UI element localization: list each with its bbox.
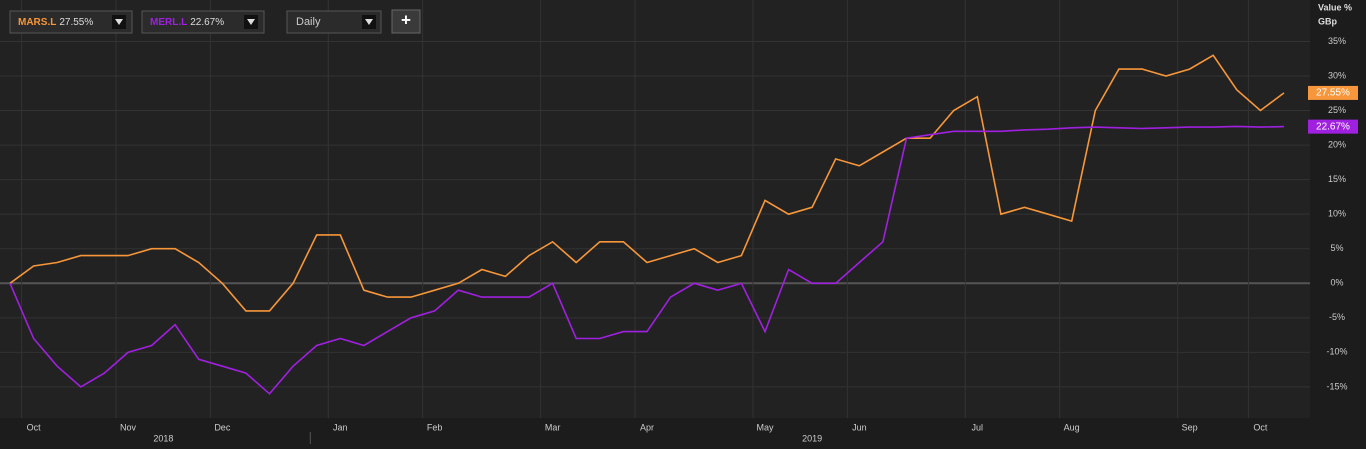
end-label-box: [1308, 119, 1358, 134]
legend-value: 22.67%: [190, 17, 224, 28]
x-tick-label: Dec: [214, 422, 231, 432]
add-button[interactable]: [391, 9, 421, 34]
end-label-box: [1308, 85, 1358, 100]
y-axis-title: Value %: [1318, 2, 1352, 12]
y-tick-label: 10%: [1328, 209, 1346, 219]
y-tick-label: 30%: [1328, 70, 1346, 80]
y-unit: GBp: [1318, 16, 1338, 26]
legend-name: MARS.L: [18, 17, 56, 28]
x-tick-label: Jun: [852, 422, 867, 432]
legend-chip[interactable]: [9, 10, 133, 34]
legend-value: 27.55%: [59, 17, 93, 28]
y-tick-label: -15%: [1326, 381, 1347, 391]
x-tick-label: Feb: [427, 422, 443, 432]
x-tick-label: Aug: [1064, 422, 1080, 432]
x-tick-label: Oct: [27, 422, 42, 432]
x-tick-label: Mar: [545, 422, 561, 432]
y-tick-label: 20%: [1328, 139, 1346, 149]
y-tick-label: 15%: [1328, 174, 1346, 184]
arrow-icon: [365, 19, 373, 25]
end-label: 22.67%: [1316, 121, 1350, 132]
x-tick-label: Apr: [640, 422, 654, 432]
legend-text: MARS.L 27.55%: [18, 17, 93, 28]
series-line: [9, 125, 1285, 395]
arrow-icon: [115, 19, 123, 25]
end-label: 27.55%: [1316, 88, 1350, 99]
legend-name: MERL.L: [150, 17, 187, 28]
legend-text: MERL.L 22.67%: [150, 17, 224, 28]
y-tick-label: 25%: [1328, 105, 1346, 115]
add-button-label: +: [401, 10, 411, 29]
series-line: [9, 54, 1285, 312]
x-tick-label: Sep: [1182, 422, 1198, 432]
y-tick-label: -10%: [1326, 347, 1347, 357]
toolbar: Daily + MARS.L 27.55% MERL.L 22.67%: [9, 9, 421, 34]
x-group-label: 2018: [153, 433, 173, 443]
y-tick-label: -5%: [1329, 312, 1345, 322]
legend-chip[interactable]: [141, 10, 265, 34]
x-tick-label: May: [756, 422, 774, 432]
x-group-label: 2019: [802, 433, 822, 443]
x-tick-label: Jan: [333, 422, 348, 432]
plot-area: [0, 0, 1310, 418]
arrow-icon: [247, 19, 255, 25]
grid: [0, 0, 1310, 418]
x-tick-label: Jul: [972, 422, 984, 432]
x-tick-label: Oct: [1253, 422, 1268, 432]
lines: [9, 54, 1285, 395]
interval-dropdown[interactable]: [286, 10, 382, 34]
y-tick-label: 35%: [1328, 36, 1346, 46]
interval-label: Daily: [296, 16, 321, 28]
y-tick-label: 5%: [1330, 243, 1343, 253]
y-tick-label: 0%: [1330, 278, 1343, 288]
x-tick-label: Nov: [120, 422, 137, 432]
